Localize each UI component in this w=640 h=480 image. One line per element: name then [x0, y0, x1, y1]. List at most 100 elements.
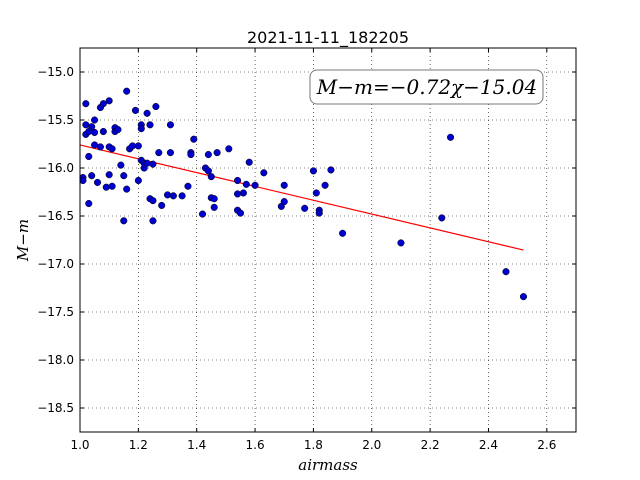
data-point [134, 142, 142, 150]
plot-area [80, 48, 576, 432]
data-point [102, 183, 110, 191]
data-point [93, 178, 102, 186]
data-point [225, 145, 233, 153]
y-tick-label: −18.5 [37, 401, 74, 415]
data-point [210, 203, 218, 211]
data-point [234, 176, 242, 185]
data-point [114, 126, 122, 134]
data-point [99, 127, 107, 136]
x-axis-label: airmass [298, 456, 358, 474]
data-point [166, 149, 174, 157]
chart-title: 2021-11-11_182205 [247, 28, 409, 48]
fit-equation: M−m=−0.72χ−15.04 [316, 75, 537, 99]
data-point [236, 209, 245, 217]
data-point [213, 149, 221, 157]
data-point [178, 192, 186, 200]
x-tick-label: 1.2 [129, 438, 148, 452]
y-tick-label: −16.0 [37, 161, 74, 175]
x-tick-label: 2.6 [537, 438, 556, 452]
data-point [158, 201, 166, 209]
ticks: 1.0 1.2 1.4 1.6 1.8 2.0 2.2 2.4 2.6 −15.0 −15.5 −16… [37, 48, 576, 452]
x-tick-label: 1.8 [304, 438, 323, 452]
data-point [88, 172, 96, 180]
y-tick-label: −15.0 [37, 65, 74, 79]
data-point [198, 210, 207, 218]
data-point [91, 128, 99, 137]
data-point [91, 116, 99, 124]
data-point [123, 87, 131, 95]
x-tick-label: 1.0 [70, 438, 89, 452]
data-point [239, 189, 247, 197]
plot-frame [79, 47, 577, 433]
data-point [143, 159, 151, 167]
data-point [131, 106, 139, 114]
data-point [120, 217, 128, 225]
data-point [169, 192, 177, 200]
data-point [152, 103, 160, 111]
data-point [85, 199, 93, 208]
data-point [155, 149, 163, 157]
data-point [204, 151, 212, 159]
y-axis-label: M−m [14, 219, 32, 262]
x-tick-label: 2.4 [479, 438, 498, 452]
data-point [280, 198, 288, 206]
data-point [280, 181, 288, 189]
data-point [245, 158, 253, 166]
data-point [117, 161, 125, 169]
data-point [149, 160, 157, 168]
data-point [446, 133, 455, 141]
data-point [327, 166, 335, 174]
y-tick-label: −18.0 [37, 353, 74, 367]
data-point [108, 182, 116, 190]
data-point [134, 176, 142, 185]
data-point [315, 209, 323, 217]
x-tick-label: 2.2 [421, 438, 440, 452]
data-point [207, 173, 215, 181]
data-point [137, 125, 145, 133]
x-tick-label: 1.6 [246, 438, 265, 452]
data-point [85, 152, 93, 161]
annotation-box [309, 69, 544, 105]
data-point [397, 239, 405, 247]
fit-annotation: M−m=−0.72χ−15.04 [309, 69, 544, 105]
data-point [339, 229, 347, 237]
data-point [146, 121, 154, 129]
y-tick-label: −16.5 [37, 209, 74, 223]
data-point [123, 185, 131, 193]
data-point [120, 172, 128, 180]
data-point [79, 176, 87, 185]
x-tick-label: 2.0 [362, 438, 381, 452]
points-group [79, 87, 528, 301]
data-point [143, 109, 151, 117]
data-point [242, 180, 250, 188]
data-point [234, 190, 242, 198]
data-point [312, 189, 320, 197]
data-point [260, 169, 268, 177]
data-point [309, 167, 317, 175]
data-point [99, 100, 107, 108]
y-tick-label: −15.5 [37, 113, 74, 127]
data-point [108, 145, 116, 153]
data-point [519, 293, 528, 301]
data-point [149, 217, 157, 225]
data-point [438, 214, 446, 222]
data-point [502, 268, 510, 276]
data-point [82, 100, 90, 108]
data-point [204, 167, 212, 175]
data-point [163, 191, 172, 199]
data-point [210, 195, 218, 203]
x-tick-label: 1.4 [187, 438, 206, 452]
data-point [190, 135, 198, 143]
y-tick-label: −17.5 [37, 305, 74, 319]
data-point [321, 181, 329, 189]
data-point [96, 143, 104, 151]
data-point [251, 181, 259, 189]
data-point [301, 204, 309, 212]
data-point [105, 97, 113, 105]
data-point [105, 171, 113, 179]
y-tick-label: −17.0 [37, 257, 74, 271]
data-point [184, 182, 192, 190]
data-point [166, 121, 174, 129]
data-point [88, 123, 96, 131]
